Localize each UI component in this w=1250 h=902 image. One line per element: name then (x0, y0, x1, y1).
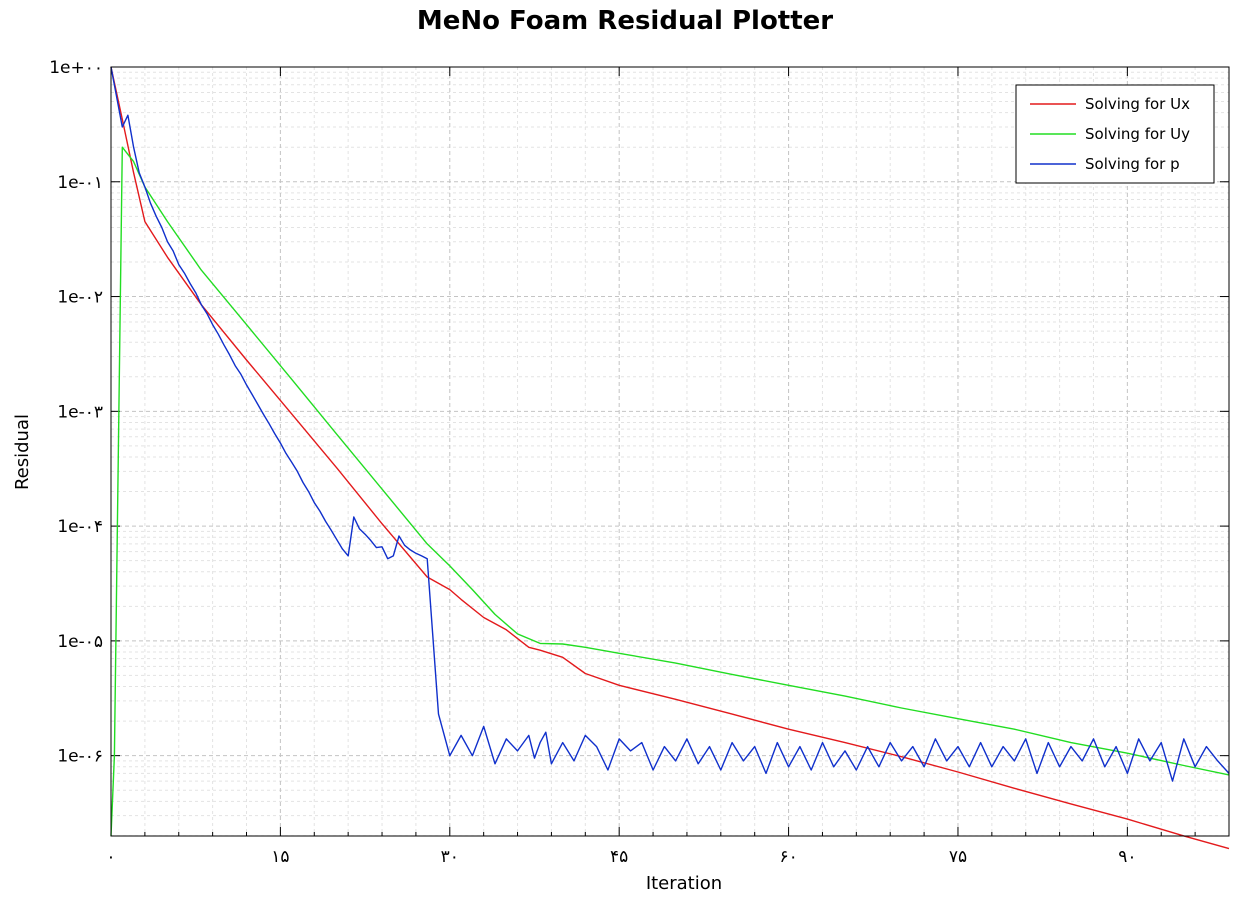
plot-border (110, 66, 1230, 837)
series-line-2 (110, 146, 1230, 836)
y-axis-label: Residual (12, 414, 33, 490)
x-tick-label: ۶۰ (779, 847, 797, 867)
x-tick-label: ۹۰ (1118, 847, 1136, 867)
y-tick-label: 1e-۰۲ (57, 288, 103, 308)
x-tick-label: ۳۰ (441, 847, 459, 867)
y-tick-label: 1e-۰۳ (57, 402, 103, 422)
x-axis-label: Iteration (646, 873, 722, 894)
plot-area (111, 67, 1229, 836)
legend-label-3: Solving for p (1085, 155, 1180, 173)
x-tick-label: ۰ (106, 847, 115, 867)
x-tick-label: ۱۵ (271, 847, 289, 867)
y-tick-label: 1e-۰۶ (57, 747, 103, 767)
y-tick-label: 1e-۰۱ (57, 173, 103, 193)
y-tick-label: 1e-۰۴ (57, 517, 103, 537)
x-tick-label: ۴۵ (610, 847, 628, 867)
legend-label-1: Solving for Ux (1085, 95, 1190, 113)
y-tick-label: 1e+۰۰ (49, 58, 103, 78)
series-line-3 (110, 66, 1230, 782)
legend-label-2: Solving for Uy (1085, 125, 1190, 143)
chart-title: MeNo Foam Residual Plotter (416, 6, 834, 36)
x-tick-label: ۷۵ (949, 847, 967, 867)
y-tick-label: 1e-۰۵ (57, 632, 103, 652)
